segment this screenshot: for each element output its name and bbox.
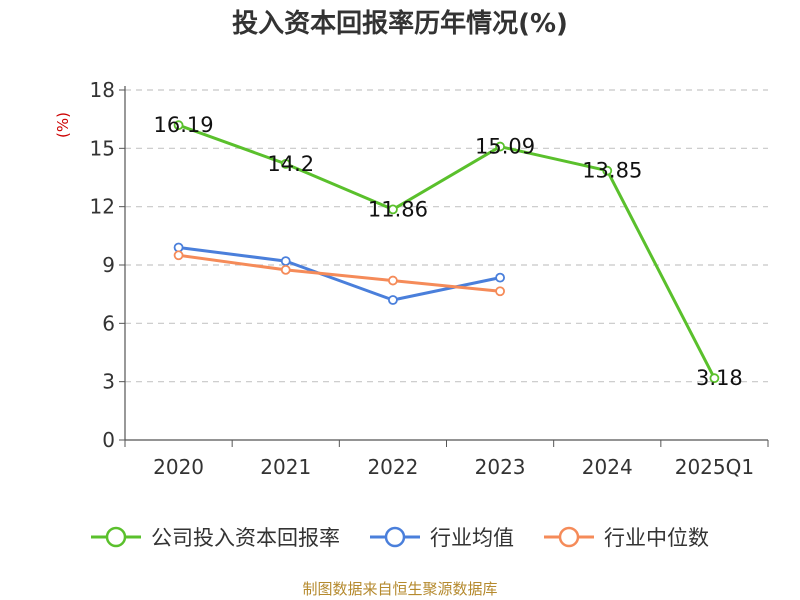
y-tick-label: 18 bbox=[90, 78, 115, 102]
data-point[interactable] bbox=[709, 373, 720, 384]
series-lines bbox=[173, 120, 720, 384]
data-label: 14.2 bbox=[267, 152, 314, 176]
data-point[interactable] bbox=[495, 286, 505, 297]
axes: 0 3 6 9 12 15 18 2020 2021 2022 2023 2024 2025Q1 bbox=[90, 78, 769, 479]
x-tick-label: 2021 bbox=[260, 455, 311, 479]
y-tick-label: 15 bbox=[90, 136, 115, 160]
y-tick-label: 6 bbox=[102, 311, 115, 335]
legend-label: 公司投入资本回报率 bbox=[151, 526, 340, 550]
series-line-1 bbox=[178, 246, 501, 302]
chart-title: 投入资本回报率历年情况(%) bbox=[232, 8, 568, 39]
legend-marker bbox=[558, 526, 580, 548]
x-tick-label: 2025Q1 bbox=[675, 455, 754, 479]
data-point[interactable] bbox=[280, 264, 291, 275]
x-tick-label: 2020 bbox=[153, 455, 204, 479]
y-tick-label: 12 bbox=[90, 195, 115, 219]
series-line-2 bbox=[178, 253, 501, 293]
grid-lines bbox=[125, 89, 768, 383]
data-point[interactable] bbox=[388, 204, 398, 215]
data-point[interactable] bbox=[173, 120, 184, 131]
data-point[interactable] bbox=[495, 141, 505, 152]
data-label: 3.18 bbox=[696, 366, 743, 390]
data-label: 16.19 bbox=[154, 113, 214, 137]
data-label: 11.86 bbox=[368, 197, 428, 221]
legend-item-2[interactable]: 行业中位数 bbox=[544, 526, 709, 550]
legend-item-1[interactable]: 行业均值 bbox=[370, 526, 514, 550]
y-tick-label: 9 bbox=[102, 253, 115, 277]
legend-item-0[interactable]: 公司投入资本回报率 bbox=[91, 526, 340, 550]
x-tick-label: 2024 bbox=[582, 455, 633, 479]
x-tick-label: 2023 bbox=[475, 455, 526, 479]
y-axis-label: (%) bbox=[54, 112, 72, 138]
legend-marker bbox=[105, 526, 127, 548]
source-note: 制图数据来自恒生聚源数据库 bbox=[302, 580, 497, 598]
data-label: 13.85 bbox=[582, 159, 642, 183]
data-point[interactable] bbox=[495, 272, 505, 283]
legend-label: 行业中位数 bbox=[604, 526, 709, 550]
data-point[interactable] bbox=[388, 275, 398, 286]
y-tick-label: 3 bbox=[102, 370, 115, 394]
data-point[interactable] bbox=[280, 158, 291, 169]
legend-marker bbox=[384, 526, 406, 548]
legend[interactable]: 公司投入资本回报率 行业均值 行业中位数 bbox=[91, 526, 709, 550]
data-point[interactable] bbox=[602, 165, 613, 176]
data-point[interactable] bbox=[280, 256, 291, 267]
legend-label: 行业均值 bbox=[430, 526, 514, 550]
data-point[interactable] bbox=[388, 295, 398, 305]
x-tick-label: 2022 bbox=[367, 455, 418, 479]
data-point[interactable] bbox=[173, 242, 184, 253]
data-point[interactable] bbox=[173, 250, 184, 261]
data-labels: 16.19 14.2 11.86 15.09 13.85 3.18 bbox=[154, 113, 743, 390]
y-tick-label: 0 bbox=[102, 428, 115, 452]
data-label: 15.09 bbox=[475, 135, 535, 159]
series-line-0 bbox=[178, 123, 716, 379]
